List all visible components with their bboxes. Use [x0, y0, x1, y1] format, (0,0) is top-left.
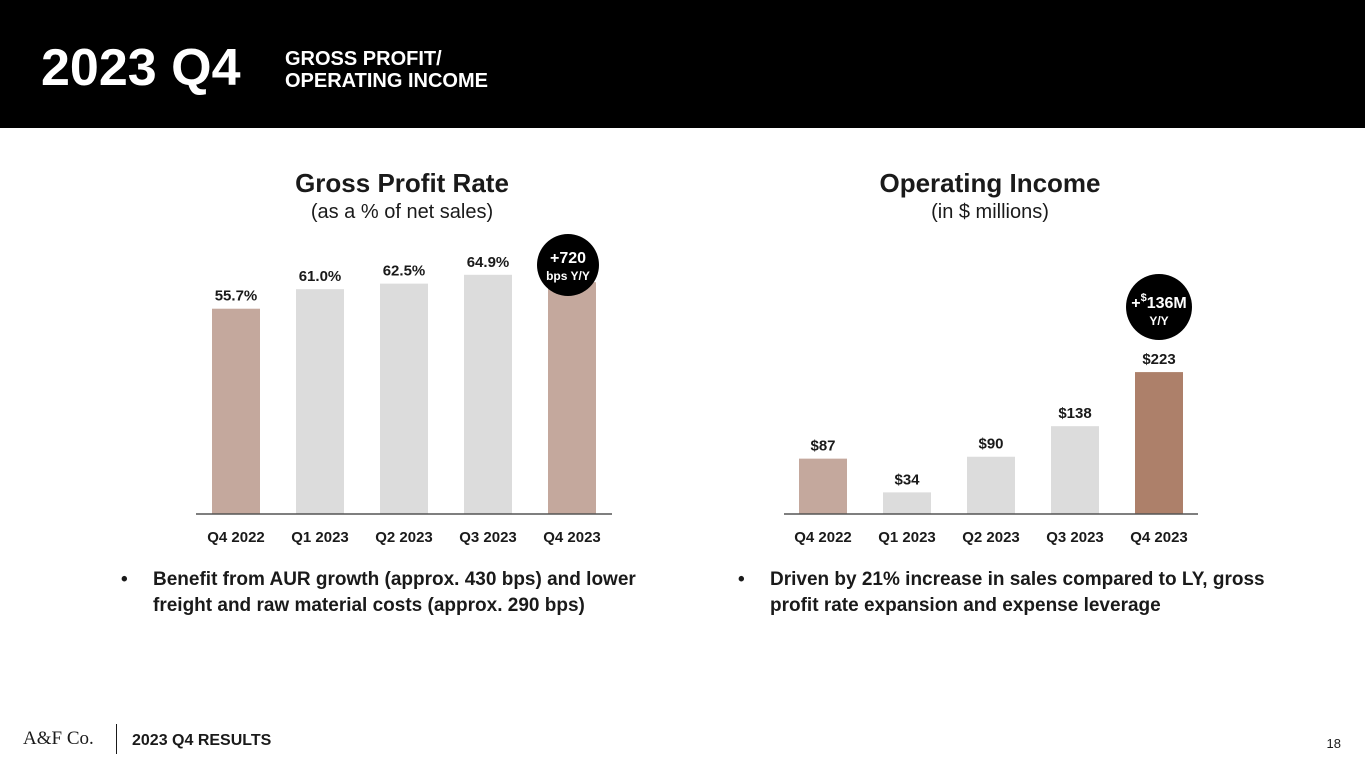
gross-profit-bar-2 [296, 289, 344, 514]
gross-profit-bar-4 [464, 274, 512, 514]
gross-profit-chart-title: Gross Profit Rate [295, 168, 509, 198]
operating-income-badge-value: +$136M [1131, 292, 1187, 312]
gross-profit-badge-circle [537, 234, 599, 296]
operating-income-value-label-3: $90 [978, 436, 1003, 453]
operating-income-category-label-5: Q4 2023 [1130, 529, 1188, 546]
operating-income-bar-5 [1135, 372, 1183, 514]
operating-income-chart: $87 Q4 2022 $34 Q1 2023 $90 Q2 2023 $138 Q3 202… [784, 274, 1198, 546]
operating-income-bar-1 [799, 458, 847, 514]
operating-income-yoy-badge: +$136M Y/Y [1126, 274, 1192, 340]
operating-income-value-label-1: $87 [810, 438, 835, 455]
gross-profit-value-label-4: 64.9% [467, 254, 510, 271]
gross-profit-category-label-2: Q1 2023 [291, 529, 349, 546]
operating-income-value-label-5: $223 [1142, 351, 1175, 368]
operating-income-badge-amount: 136M [1147, 295, 1187, 312]
gross-profit-bar-1 [212, 308, 260, 514]
operating-income-chart-subtitle: (in $ millions) [931, 201, 1049, 223]
gross-profit-chart: 55.7% Q4 2022 61.0% Q1 2023 62.5% Q2 2023 64.9… [196, 234, 612, 546]
gross-profit-value-label-2: 61.0% [299, 268, 342, 285]
footer-divider [116, 724, 117, 754]
gross-profit-category-label-3: Q2 2023 [375, 529, 433, 546]
operating-income-category-label-2: Q1 2023 [878, 529, 936, 546]
operating-income-value-label-2: $34 [894, 471, 920, 488]
operating-income-category-label-3: Q2 2023 [962, 529, 1020, 546]
operating-income-bar-2 [883, 492, 931, 514]
gross-profit-chart-subtitle: (as a % of net sales) [310, 201, 494, 223]
operating-income-badge-circle [1126, 274, 1192, 340]
company-logo: A&F Co. [23, 728, 94, 749]
footer-label: 2023 Q4 RESULTS [132, 732, 272, 749]
gross-profit-bar-5 [548, 282, 596, 514]
header-bar: 2023 Q4 GROSS PROFIT/ OPERATING INCOME [0, 0, 1365, 128]
gross-profit-category-label-5: Q4 2023 [543, 529, 601, 546]
gross-profit-bullet: • Benefit from AUR growth (approx. 430 b… [121, 567, 681, 623]
gross-profit-value-label-1: 55.7% [215, 288, 258, 305]
bullet-dot: • [738, 569, 745, 590]
operating-income-badge-prefix: + [1131, 295, 1140, 312]
gross-profit-bullet-text: Benefit from AUR growth (approx. 430 bps… [153, 569, 636, 616]
gross-profit-category-label-4: Q3 2023 [459, 529, 517, 546]
gross-profit-yoy-badge: +720 bps Y/Y [537, 234, 599, 296]
operating-income-category-label-1: Q4 2022 [794, 529, 852, 546]
operating-income-bullet-text: Driven by 21% increase in sales compared… [770, 569, 1265, 616]
gross-profit-badge-unit: bps Y/Y [546, 269, 590, 283]
gross-profit-value-label-3: 62.5% [383, 263, 426, 280]
operating-income-chart-title: Operating Income [879, 168, 1101, 198]
operating-income-value-label-4: $138 [1058, 405, 1091, 422]
gross-profit-badge-value: +720 [550, 250, 586, 267]
page-title: 2023 Q4 [41, 39, 241, 97]
operating-income-badge-unit: Y/Y [1149, 314, 1168, 328]
operating-income-bullet: • Driven by 21% increase in sales compar… [738, 567, 1298, 623]
bullet-dot: • [121, 569, 128, 590]
gross-profit-bar-3 [380, 283, 428, 514]
operating-income-category-label-4: Q3 2023 [1046, 529, 1104, 546]
operating-income-badge-sup: $ [1141, 292, 1147, 304]
page-subtitle: GROSS PROFIT/ OPERATING INCOME [285, 48, 488, 92]
operating-income-bar-3 [967, 456, 1015, 514]
gross-profit-category-label-1: Q4 2022 [207, 529, 265, 546]
page-number: 18 [1326, 736, 1341, 751]
operating-income-bar-4 [1051, 426, 1099, 514]
